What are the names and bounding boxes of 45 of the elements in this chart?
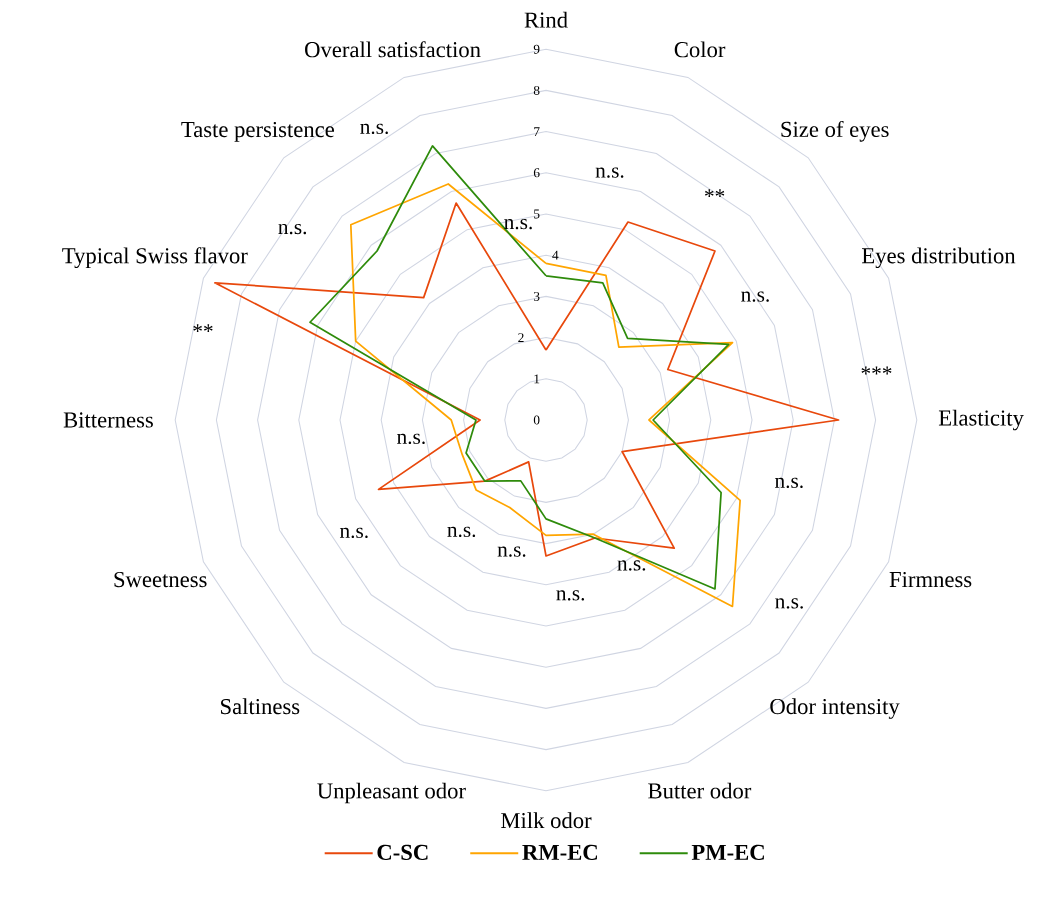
y-tick-label: 7 [534, 127, 540, 136]
text: *** [861, 366, 892, 375]
text: n.s. [595, 167, 624, 178]
spoke-label: Color [674, 41, 726, 58]
legend-label: C-SC [377, 844, 428, 861]
text: n.s. [556, 590, 585, 601]
text: n.s. [447, 526, 476, 538]
text: n.s. [741, 291, 769, 302]
text: n.s. [504, 218, 532, 230]
legend-label: RM-EC [522, 844, 597, 861]
legend-label: PM-EC [691, 844, 764, 861]
spoke-label: Typical Swiss flavor [62, 247, 248, 269]
y-tick-label: 3 [533, 291, 540, 301]
spoke-label: Overall satisfaction [305, 41, 481, 58]
spoke-label: Taste persistence [181, 121, 335, 142]
y-tick-label: 5 [534, 209, 540, 219]
y-tick-label: 2 [518, 333, 524, 342]
spoke-label: Unpleasant odor [317, 782, 466, 804]
spoke-label: Rind [524, 11, 568, 28]
text: n.s. [617, 560, 646, 571]
y-tick-label: 0 [533, 415, 540, 425]
text: n.s. [360, 123, 388, 135]
text: ** [193, 324, 213, 333]
spoke-label: Bitterness [63, 412, 153, 428]
spoke-label: Eyes distribution [862, 247, 1016, 269]
y-tick-label: 9 [533, 44, 540, 54]
y-tick-label: 1 [534, 374, 540, 384]
text: n.s. [497, 546, 526, 557]
spoke-label: Size of eyes [781, 120, 889, 142]
spoke-label: Saltiness [221, 698, 300, 715]
y-tick-label: 6 [533, 168, 540, 178]
y-tick-label: 8 [533, 85, 540, 95]
text: n.s. [339, 527, 368, 539]
spoke-label: Odor intensity [770, 698, 900, 719]
y-tick-label: 4 [552, 250, 559, 260]
spoke-label: Sweetness [114, 571, 207, 588]
text: n.s. [774, 477, 803, 489]
spoke-label: Milk odor [501, 812, 592, 829]
text: n.s. [397, 433, 425, 445]
text: n.s. [775, 598, 803, 609]
spoke-label: Firmness [889, 571, 972, 588]
spoke-label: Elasticity [938, 409, 1024, 431]
text: n.s. [278, 223, 307, 235]
text: ** [704, 189, 725, 198]
spoke-label: Butter odor [648, 782, 752, 799]
